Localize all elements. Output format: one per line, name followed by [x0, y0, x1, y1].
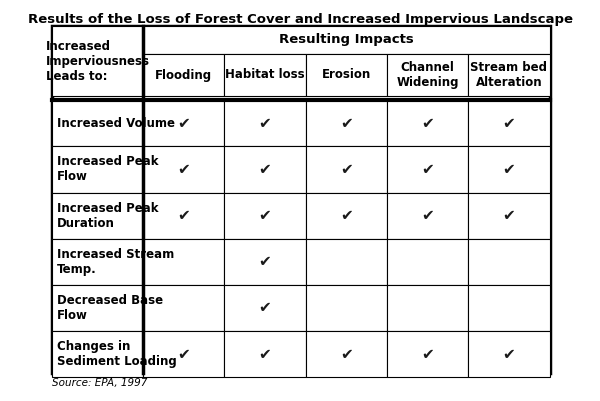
Bar: [143, 54, 224, 96]
Text: Habitat loss: Habitat loss: [225, 69, 305, 81]
Bar: [469, 192, 550, 239]
Bar: [52, 285, 143, 331]
Bar: [306, 100, 387, 146]
Text: ✔: ✔: [259, 346, 271, 362]
Text: ✔: ✔: [178, 346, 190, 362]
Bar: [52, 331, 143, 377]
Bar: [143, 192, 224, 239]
Bar: [387, 192, 469, 239]
Bar: [224, 192, 306, 239]
Text: Channel
Widening: Channel Widening: [397, 61, 459, 89]
Text: ✔: ✔: [178, 162, 190, 177]
Bar: [387, 239, 469, 285]
Bar: [224, 331, 306, 377]
Bar: [52, 239, 143, 285]
Bar: [469, 100, 550, 146]
Text: ✔: ✔: [503, 208, 515, 223]
Text: ✔: ✔: [503, 162, 515, 177]
Bar: [387, 54, 469, 96]
Bar: [143, 146, 224, 192]
Text: Erosion: Erosion: [322, 69, 371, 81]
Text: ✔: ✔: [503, 346, 515, 362]
Text: ✔: ✔: [259, 162, 271, 177]
Text: ✔: ✔: [259, 208, 271, 223]
Text: ✔: ✔: [421, 162, 434, 177]
Text: Stream bed
Alteration: Stream bed Alteration: [470, 61, 547, 89]
Bar: [469, 239, 550, 285]
Text: ✔: ✔: [178, 116, 190, 131]
Bar: [143, 331, 224, 377]
Bar: [469, 331, 550, 377]
Bar: [52, 192, 143, 239]
Bar: [224, 54, 306, 96]
Text: ✔: ✔: [259, 116, 271, 131]
Text: Increased Stream
Temp.: Increased Stream Temp.: [58, 248, 175, 276]
Text: Increased Peak
Duration: Increased Peak Duration: [58, 202, 159, 230]
Text: ✔: ✔: [340, 208, 353, 223]
Bar: [469, 285, 550, 331]
Bar: [469, 146, 550, 192]
Text: Increased Peak
Flow: Increased Peak Flow: [58, 156, 159, 183]
Bar: [143, 239, 224, 285]
Bar: [387, 285, 469, 331]
Bar: [306, 239, 387, 285]
Bar: [52, 26, 550, 373]
Bar: [306, 331, 387, 377]
Bar: [52, 100, 143, 146]
Bar: [387, 146, 469, 192]
Bar: [224, 100, 306, 146]
Text: Flooding: Flooding: [155, 69, 212, 81]
Text: ✔: ✔: [340, 116, 353, 131]
Bar: [387, 331, 469, 377]
Text: Decreased Base
Flow: Decreased Base Flow: [58, 294, 163, 322]
Text: Results of the Loss of Forest Cover and Increased Impervious Landscape: Results of the Loss of Forest Cover and …: [28, 13, 572, 26]
Text: ✔: ✔: [259, 254, 271, 269]
Bar: [143, 285, 224, 331]
Bar: [52, 26, 143, 96]
Text: Changes in
Sediment Loading: Changes in Sediment Loading: [58, 340, 177, 368]
Text: ✔: ✔: [340, 346, 353, 362]
Text: ✔: ✔: [178, 208, 190, 223]
Bar: [306, 54, 387, 96]
Text: ✔: ✔: [503, 116, 515, 131]
Bar: [224, 146, 306, 192]
Bar: [306, 192, 387, 239]
Bar: [143, 26, 550, 54]
Text: Resulting Impacts: Resulting Impacts: [279, 34, 414, 47]
Bar: [143, 100, 224, 146]
Bar: [52, 146, 143, 192]
Bar: [224, 285, 306, 331]
Text: ✔: ✔: [340, 162, 353, 177]
Bar: [387, 100, 469, 146]
Text: ✔: ✔: [259, 300, 271, 316]
Bar: [469, 54, 550, 96]
Text: ✔: ✔: [421, 208, 434, 223]
Bar: [224, 239, 306, 285]
Text: ✔: ✔: [421, 116, 434, 131]
Bar: [306, 146, 387, 192]
Text: ✔: ✔: [421, 346, 434, 362]
Bar: [306, 285, 387, 331]
Text: Increased
Imperviousness
Leads to:: Increased Imperviousness Leads to:: [46, 40, 149, 83]
Text: Increased Volume: Increased Volume: [58, 117, 175, 130]
Text: Source: EPA, 1997: Source: EPA, 1997: [52, 378, 148, 388]
